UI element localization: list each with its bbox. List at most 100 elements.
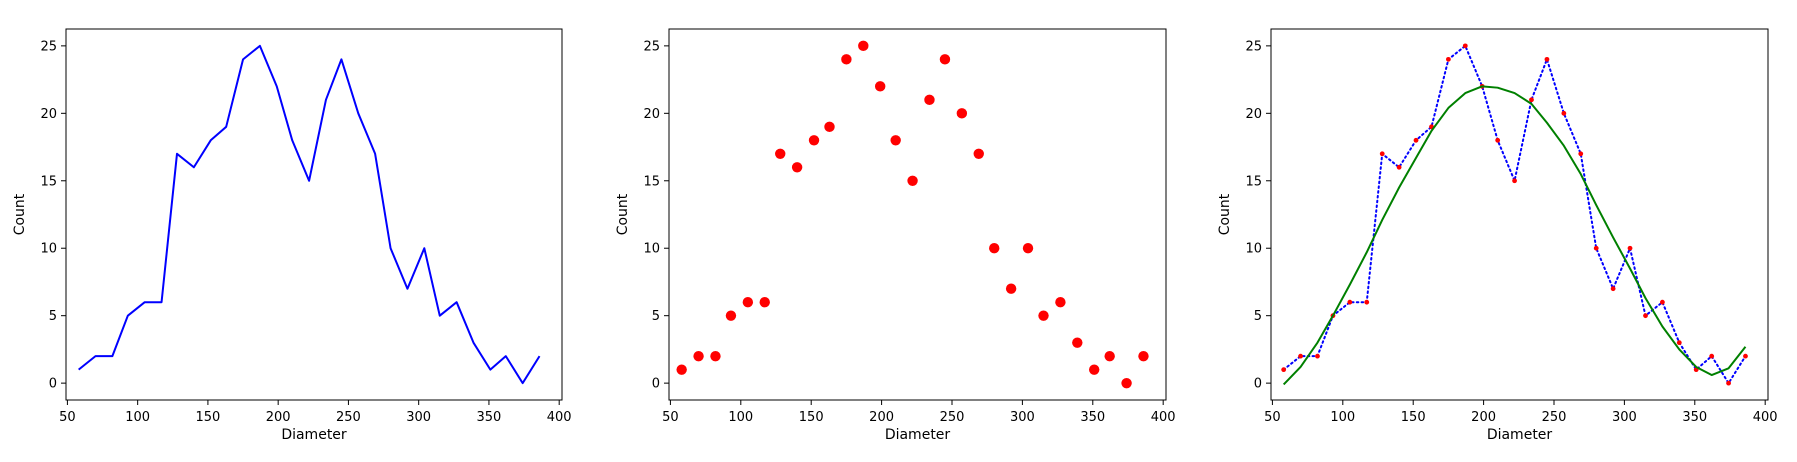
x-tick-label: 50 bbox=[59, 410, 76, 425]
data-point bbox=[824, 121, 835, 133]
data-point-marker bbox=[1315, 353, 1320, 359]
x-tick-label: 200 bbox=[1471, 410, 1496, 425]
data-point bbox=[742, 296, 754, 308]
y-tick-label: 25 bbox=[40, 39, 57, 54]
x-tick-label: 400 bbox=[547, 410, 572, 425]
data-point bbox=[890, 135, 901, 146]
x-tick-label: 100 bbox=[1330, 410, 1355, 425]
data-point bbox=[1022, 243, 1034, 254]
line-chart: 50 100 150 200 250 300 350 400 0 5 10 15 20 25 Diamete… bbox=[12, 28, 572, 443]
x-tick-label: 250 bbox=[336, 410, 361, 425]
y-tick-label: 5 bbox=[652, 309, 660, 324]
data-point bbox=[841, 54, 852, 65]
data-point bbox=[693, 350, 704, 362]
x-axis-label: Diameter bbox=[281, 427, 347, 443]
plot-frame bbox=[1270, 28, 1769, 401]
y-tick-label: 5 bbox=[49, 309, 57, 324]
data-point bbox=[775, 148, 786, 159]
data-point-marker bbox=[1593, 245, 1599, 251]
y-tick-label: 20 bbox=[40, 107, 57, 122]
y-tick-label: 20 bbox=[643, 107, 660, 122]
x-tick-label: 400 bbox=[1151, 410, 1176, 425]
x-tick-label: 400 bbox=[1753, 410, 1778, 425]
data-point bbox=[1038, 310, 1049, 321]
data-point bbox=[924, 94, 935, 106]
y-axis-label: Count bbox=[12, 193, 28, 235]
data-point-marker bbox=[1529, 97, 1534, 103]
x-tick-label: 200 bbox=[266, 410, 291, 425]
data-point bbox=[874, 81, 886, 92]
data-point bbox=[1055, 296, 1066, 308]
data-point bbox=[989, 243, 1000, 254]
data-point-marker bbox=[1364, 299, 1370, 305]
data-point bbox=[759, 296, 770, 308]
y-tick-label: 0 bbox=[1254, 377, 1262, 392]
x-tick-label: 50 bbox=[1264, 410, 1281, 425]
data-point-marker bbox=[1281, 367, 1287, 373]
y-tick-label: 15 bbox=[40, 174, 57, 189]
y-tick-label: 25 bbox=[1245, 39, 1262, 54]
data-point bbox=[1121, 377, 1132, 389]
x-tick-label: 100 bbox=[125, 410, 150, 425]
series-line bbox=[1282, 85, 1747, 386]
data-point bbox=[956, 108, 968, 119]
data-point bbox=[725, 310, 737, 321]
data-point-marker bbox=[1743, 353, 1748, 359]
data-point-marker bbox=[1643, 313, 1648, 319]
data-point bbox=[907, 175, 918, 186]
data-point-marker bbox=[1347, 299, 1353, 305]
x-axis-label: Diameter bbox=[885, 427, 951, 443]
data-point-marker bbox=[1676, 340, 1682, 346]
x-tick-label: 100 bbox=[728, 410, 753, 425]
data-point-marker bbox=[1544, 56, 1550, 62]
y-tick-label: 25 bbox=[643, 39, 660, 54]
data-point-marker bbox=[1298, 353, 1303, 359]
data-point-marker bbox=[1396, 164, 1402, 170]
fit-chart: 50 100 150 200 250 300 350 400 0 5 10 15 20 25 Diamete… bbox=[1217, 28, 1778, 443]
x-tick-label: 250 bbox=[940, 410, 965, 425]
x-tick-label: 300 bbox=[1010, 410, 1035, 425]
y-axis-label: Count bbox=[615, 193, 631, 235]
y-tick-label: 20 bbox=[1245, 107, 1262, 122]
x-tick-label: 350 bbox=[1682, 410, 1707, 425]
x-tick-label: 150 bbox=[1401, 410, 1426, 425]
data-point bbox=[1072, 337, 1083, 348]
data-point-marker bbox=[1726, 380, 1731, 386]
scatter-chart: 50 100 150 200 250 300 350 400 0 5 10 15 20 25 Diamete… bbox=[615, 28, 1176, 443]
data-point-marker bbox=[1561, 110, 1567, 116]
data-point-marker bbox=[1578, 151, 1584, 157]
data-point-marker bbox=[1495, 137, 1501, 143]
x-tick-label: 300 bbox=[1612, 410, 1637, 425]
y-tick-label: 10 bbox=[643, 242, 660, 257]
data-point bbox=[939, 54, 951, 65]
data-point bbox=[1089, 364, 1100, 375]
x-tick-label: 250 bbox=[1542, 410, 1567, 425]
data-point bbox=[1005, 283, 1017, 294]
x-tick-label: 150 bbox=[196, 410, 221, 425]
y-tick-label: 10 bbox=[1245, 242, 1262, 257]
data-point-marker bbox=[1627, 245, 1633, 251]
plot-frame bbox=[65, 28, 563, 401]
y-tick-label: 10 bbox=[40, 242, 57, 257]
data-point bbox=[858, 40, 869, 52]
data-point-marker bbox=[1379, 151, 1385, 157]
data-point-marker bbox=[1709, 353, 1715, 359]
x-tick-label: 350 bbox=[1080, 410, 1105, 425]
data-point bbox=[791, 162, 803, 173]
data-point bbox=[710, 350, 721, 362]
data-point-marker bbox=[1660, 299, 1665, 305]
data-point bbox=[808, 135, 820, 146]
y-tick-label: 15 bbox=[1245, 174, 1262, 189]
x-axis-label: Diameter bbox=[1487, 427, 1553, 443]
dotted-series-line bbox=[1282, 44, 1747, 385]
x-tick-label: 150 bbox=[799, 410, 824, 425]
plot-frame bbox=[668, 28, 1167, 401]
data-point-marker bbox=[1446, 56, 1451, 62]
data-point bbox=[1138, 350, 1149, 362]
y-tick-label: 15 bbox=[643, 174, 660, 189]
y-tick-label: 0 bbox=[652, 377, 660, 392]
x-tick-label: 200 bbox=[869, 410, 894, 425]
y-tick-label: 0 bbox=[49, 377, 57, 392]
series-line bbox=[78, 44, 541, 385]
